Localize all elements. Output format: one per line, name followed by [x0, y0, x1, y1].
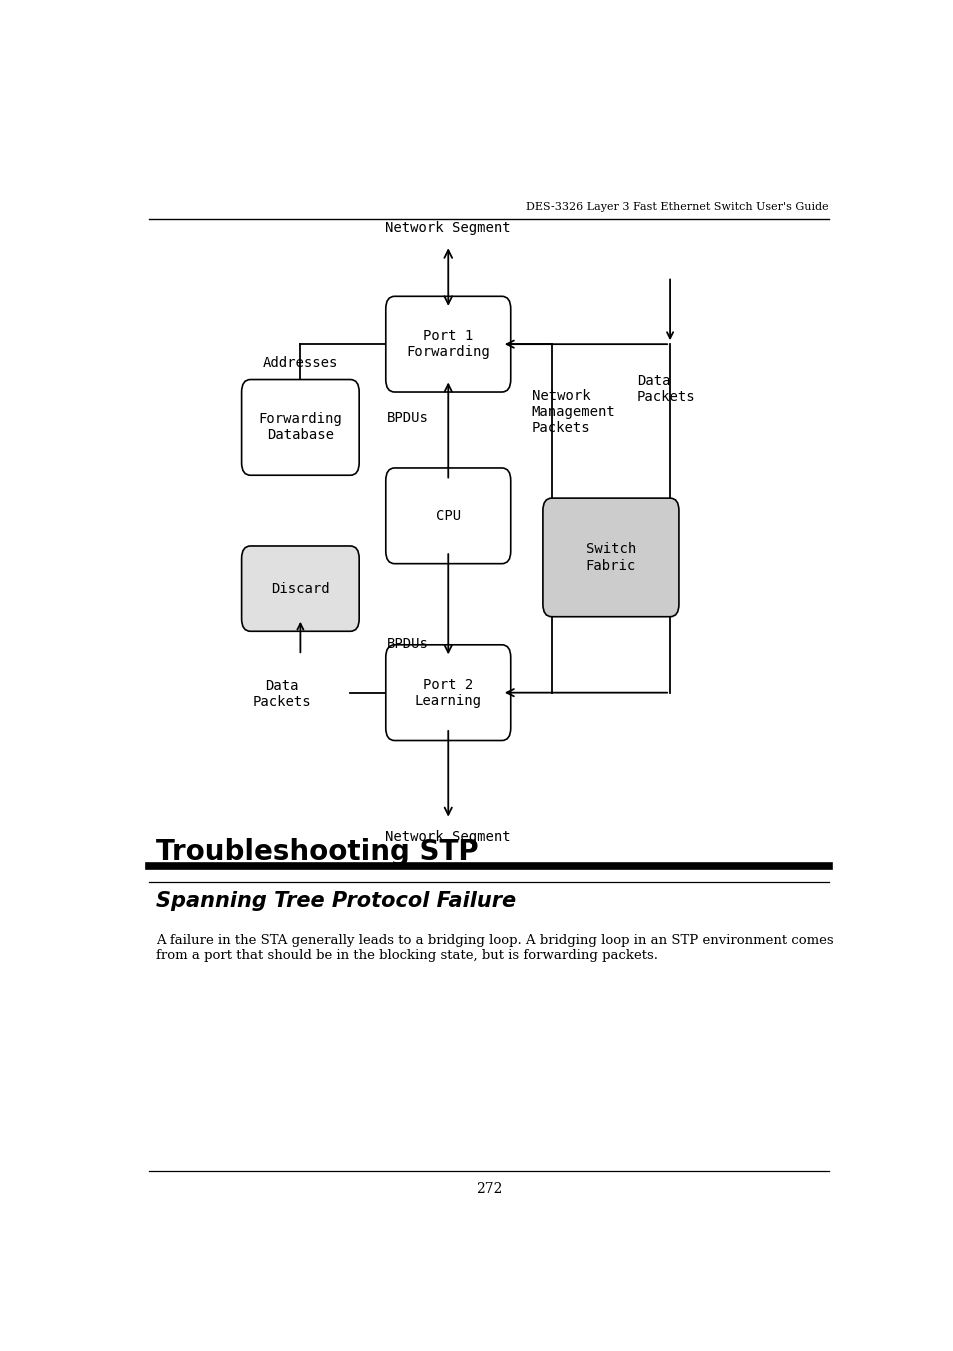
FancyBboxPatch shape [542, 499, 679, 616]
FancyBboxPatch shape [241, 546, 358, 631]
Text: Port 1
Forwarding: Port 1 Forwarding [406, 330, 490, 359]
Text: BPDUs: BPDUs [386, 411, 428, 426]
Text: Port 2
Learning: Port 2 Learning [415, 678, 481, 708]
Text: Network Segment: Network Segment [385, 830, 511, 844]
Text: CPU: CPU [436, 509, 460, 523]
Text: DES-3326 Layer 3 Fast Ethernet Switch User's Guide: DES-3326 Layer 3 Fast Ethernet Switch Us… [526, 203, 828, 212]
FancyBboxPatch shape [385, 296, 510, 392]
Text: Troubleshooting STP: Troubleshooting STP [156, 839, 478, 866]
Text: Network
Management
Packets: Network Management Packets [531, 389, 615, 435]
Text: Switch
Fabric: Switch Fabric [585, 542, 636, 573]
Text: Forwarding
Database: Forwarding Database [258, 412, 342, 443]
Text: BPDUs: BPDUs [386, 638, 428, 651]
Text: Network Segment: Network Segment [385, 222, 511, 235]
FancyBboxPatch shape [385, 644, 510, 740]
Text: Data
Packets: Data Packets [637, 374, 695, 404]
FancyBboxPatch shape [241, 380, 358, 476]
Text: 272: 272 [476, 1182, 501, 1196]
Text: Spanning Tree Protocol Failure: Spanning Tree Protocol Failure [156, 892, 516, 911]
Text: Discard: Discard [271, 582, 330, 596]
Text: A failure in the STA generally leads to a bridging loop. A bridging loop in an S: A failure in the STA generally leads to … [156, 934, 833, 962]
FancyBboxPatch shape [385, 467, 510, 563]
Text: Addresses: Addresses [262, 357, 337, 370]
Text: Data
Packets: Data Packets [253, 680, 311, 709]
